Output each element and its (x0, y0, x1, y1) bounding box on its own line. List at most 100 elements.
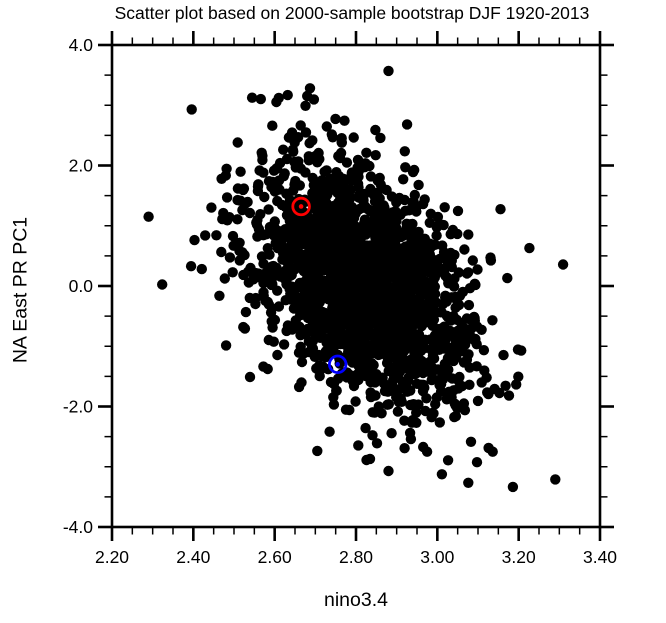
x-tick-label: 2.80 (339, 547, 373, 567)
scatter-point (476, 324, 487, 335)
scatter-point (234, 255, 245, 266)
scatter-point (409, 164, 420, 176)
scatter-point (324, 173, 336, 184)
scatter-point (318, 245, 329, 256)
scatter-point (341, 157, 353, 168)
scatter-point (157, 279, 168, 290)
scatter-point (419, 194, 430, 205)
scatter-point (314, 370, 325, 382)
scatter-point (371, 372, 382, 383)
scatter-point (355, 284, 366, 295)
scatter-point (350, 396, 361, 407)
scatter-point (399, 194, 410, 206)
scatter-point (304, 312, 315, 323)
scatter-point (211, 230, 222, 241)
scatter-point (464, 362, 475, 373)
scatter-point (507, 481, 519, 493)
scatter-point (258, 278, 269, 289)
scatter-point (269, 314, 281, 326)
scatter-point (454, 371, 465, 383)
scatter-point (401, 286, 412, 298)
scatter-point (304, 346, 315, 358)
scatter-point (383, 465, 394, 477)
scatter-point (452, 205, 464, 217)
scatter-point (383, 301, 394, 312)
y-tick-label: -4.0 (63, 517, 93, 537)
scatter-point (439, 202, 450, 213)
scatter-point (434, 417, 445, 428)
scatter-point (417, 250, 429, 262)
scatter-point (367, 407, 378, 418)
scatter-point (327, 132, 338, 143)
scatter-point (359, 217, 370, 229)
scatter-point (307, 188, 318, 199)
scatter-point (485, 252, 496, 263)
scatter-point (300, 100, 311, 112)
scatter-point (442, 455, 454, 466)
red-marker (291, 196, 311, 217)
scatter-point (294, 180, 305, 191)
scatter-point (377, 246, 389, 258)
scatter-point (322, 189, 333, 200)
scatter-point (428, 408, 439, 419)
scatter-point (325, 376, 337, 388)
scatter-point (314, 210, 326, 221)
scatter-point (557, 259, 569, 270)
scatter-point (214, 290, 225, 301)
scatter-point (427, 256, 438, 267)
y-tick-label: -2.0 (63, 397, 93, 417)
scatter-point (405, 433, 417, 445)
scatter-point (440, 362, 452, 373)
blue-marker-ring (328, 354, 348, 375)
scatter-point (360, 422, 371, 434)
blue-marker-dot (335, 362, 341, 367)
scatter-point (350, 293, 361, 305)
scatter-point (463, 229, 474, 240)
scatter-point (448, 281, 460, 292)
scatter-point (376, 328, 387, 340)
scatter-point (348, 339, 360, 350)
scatter-point (264, 268, 275, 280)
scatter-point (398, 353, 409, 365)
scatter-point (400, 162, 411, 173)
scatter-point (405, 385, 416, 396)
scatter-point (306, 242, 317, 253)
scatter-point (369, 214, 381, 225)
scatter-point (409, 368, 421, 380)
scatter-point (221, 163, 232, 174)
scatter-point (482, 387, 493, 398)
scatter-point (330, 113, 341, 125)
scatter-point (317, 350, 328, 362)
scatter-point (472, 264, 483, 275)
scatter-point (383, 343, 394, 355)
scatter-point (479, 365, 490, 376)
scatter-point (307, 291, 319, 302)
scatter-point (399, 146, 410, 157)
scatter-point (396, 245, 408, 256)
scatter-point (259, 191, 270, 203)
scatter-point (312, 221, 323, 232)
scatter-point (430, 399, 441, 410)
scatter-point (274, 226, 285, 237)
scatter-point (296, 356, 308, 368)
scatter-point (348, 356, 359, 368)
scatter-point (386, 247, 398, 258)
scatter-point (220, 340, 232, 351)
scatter-point (361, 454, 372, 466)
scatter-point (327, 264, 338, 275)
scatter-point (338, 331, 349, 342)
scatter-point (272, 285, 283, 296)
scatter-point (267, 120, 278, 131)
scatter-point (393, 384, 405, 395)
scatter-point (186, 104, 197, 115)
scatter-point (272, 349, 283, 361)
chart-title: Scatter plot based on 2000-sample bootst… (114, 3, 590, 23)
x-tick-label: 3.20 (502, 547, 536, 567)
scatter-point (358, 195, 369, 206)
scatter-point (387, 292, 398, 303)
scatter-point (419, 310, 430, 321)
scatter-point (437, 240, 448, 251)
scatter-point (411, 417, 422, 428)
scatter-point (431, 230, 442, 241)
